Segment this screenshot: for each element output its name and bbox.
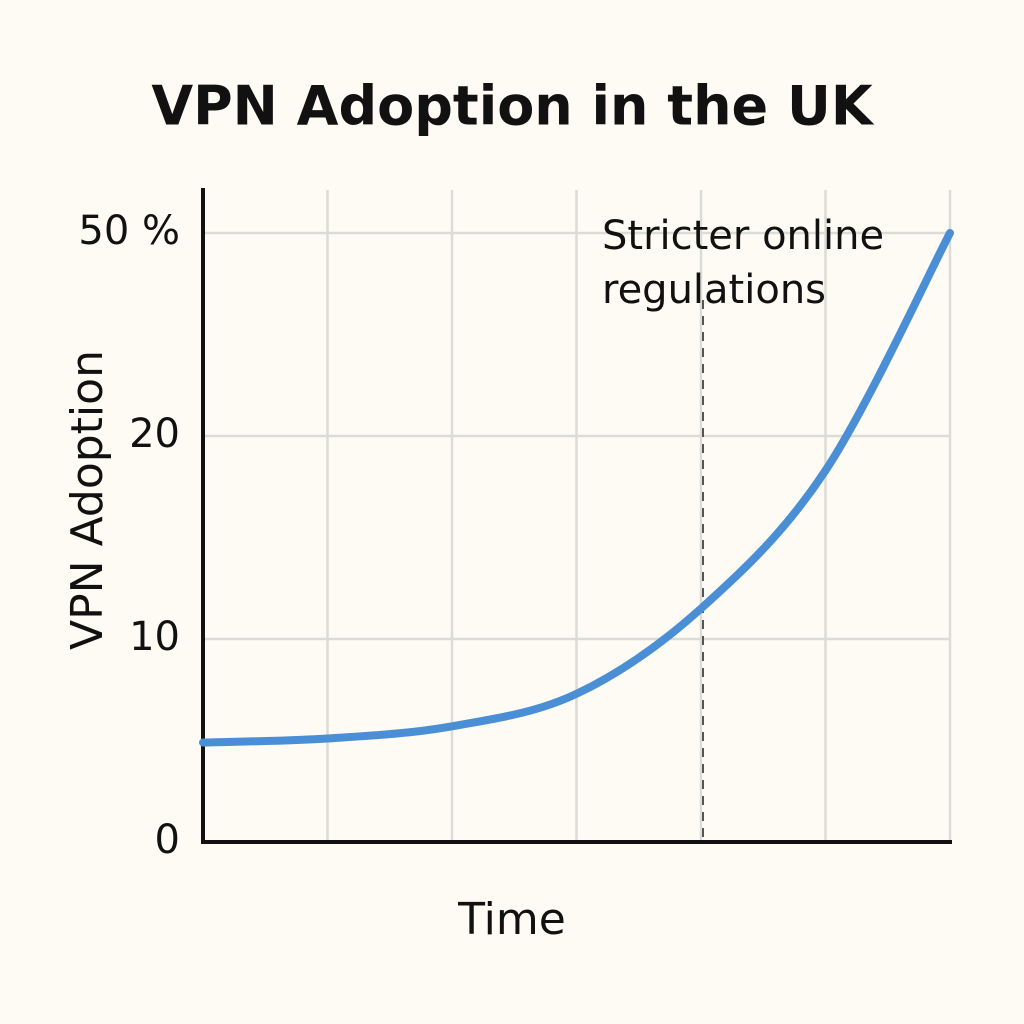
annotation-text: regulations: [602, 267, 826, 313]
y-tick-label: 20: [129, 411, 180, 457]
y-tick-label: 50 %: [78, 208, 180, 254]
data-line: [199, 229, 954, 747]
x-axis-label: Time: [457, 894, 566, 945]
y-axis-label: VPN Adoption: [62, 350, 113, 650]
y-tick-label: 0: [155, 817, 180, 863]
y-tick-label: 10: [129, 614, 180, 660]
annotation-text: Stricter online: [602, 213, 884, 259]
chart-title: VPN Adoption in the UK: [151, 75, 875, 138]
